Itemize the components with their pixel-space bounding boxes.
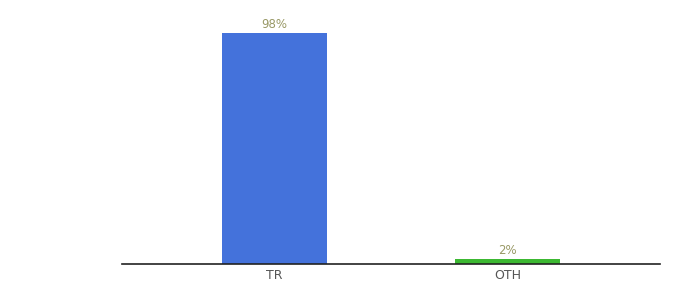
- Text: 98%: 98%: [261, 18, 287, 31]
- Bar: [455, 259, 560, 264]
- Bar: [222, 33, 327, 264]
- Text: 2%: 2%: [498, 244, 517, 257]
